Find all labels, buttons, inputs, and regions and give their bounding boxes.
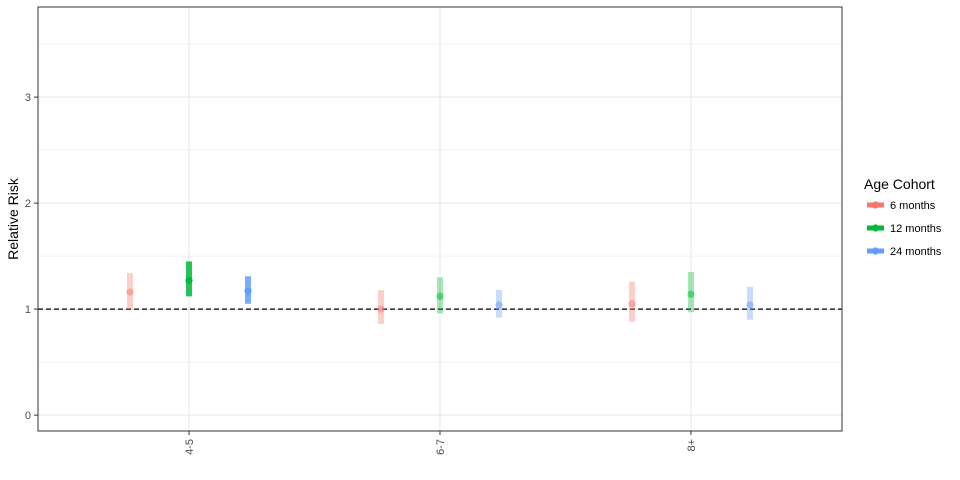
point-estimate [377,305,385,313]
point-estimate [687,290,695,298]
legend-key-point [871,224,880,232]
x-tick-label: 6-7 [435,439,447,455]
point-estimate [495,301,503,309]
y-tick-label: 3 [25,92,31,104]
point-estimate [746,301,754,309]
legend-label: 24 months [890,246,942,258]
point-estimate [628,300,636,308]
legend-label: 12 months [890,223,942,235]
y-tick-label: 0 [25,410,31,422]
legend-key-point [871,201,880,209]
legend-label: 6 months [890,200,936,212]
y-tick-label: 1 [25,304,31,316]
point-estimate [126,288,134,296]
x-tick-label: 8+ [686,439,698,452]
point-estimate [436,292,444,300]
x-tick-label: 4-5 [184,439,196,455]
gridlines [38,7,842,431]
legend: Age Cohort 6 months 12 months 24 months [864,176,942,258]
point-estimate [244,287,252,295]
legend-title: Age Cohort [864,176,935,192]
axes: 0 1 2 3 4-5 6-7 8+ [25,92,698,455]
data-marks [126,261,754,324]
y-axis-title: Relative Risk [5,177,21,260]
legend-key-point [871,247,880,255]
y-tick-label: 2 [25,198,31,210]
point-estimate [185,276,193,285]
